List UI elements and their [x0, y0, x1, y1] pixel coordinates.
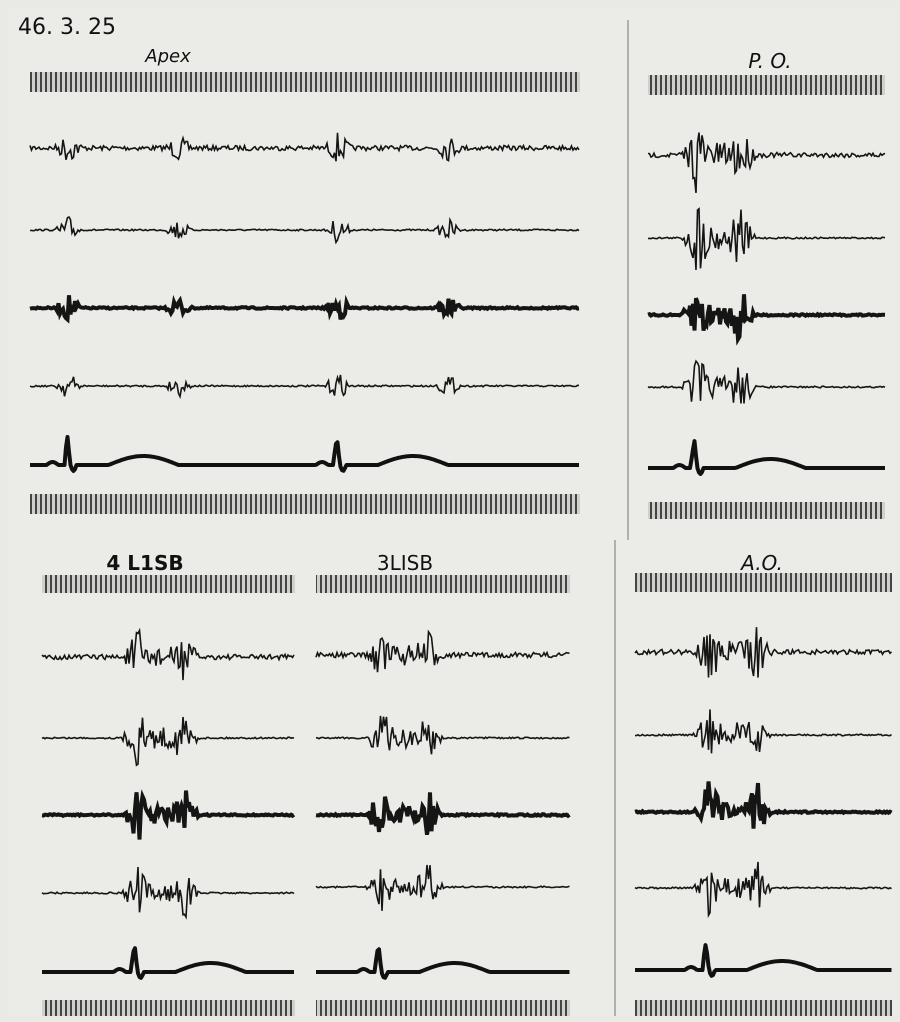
panel-label: Apex [144, 46, 191, 67]
timing-bar [316, 575, 570, 593]
panel-label: P. O. [748, 49, 791, 73]
timing-bar [635, 1000, 892, 1016]
timing-bar [648, 75, 885, 95]
date-label: 46. 3. 25 [18, 15, 116, 40]
timing-bar [42, 575, 295, 593]
timing-bar [30, 72, 580, 92]
timing-bar [30, 494, 580, 514]
timing-bar [316, 1000, 570, 1016]
panel-label: 3LISB [377, 551, 433, 575]
recording-sheet: 46. 3. 25 Apex P. O. 4 L1SB 3LISB A.O. [0, 0, 900, 1022]
timing-bar [648, 502, 885, 519]
page: 46. 3. 25 Apex P. O. 4 L1SB 3LISB A.O. (… [0, 0, 900, 1022]
timing-bar [635, 573, 892, 592]
panel-label: 4 L1SB [106, 551, 183, 575]
timing-bar [42, 1000, 295, 1016]
panel-label: A.O. [739, 551, 783, 575]
